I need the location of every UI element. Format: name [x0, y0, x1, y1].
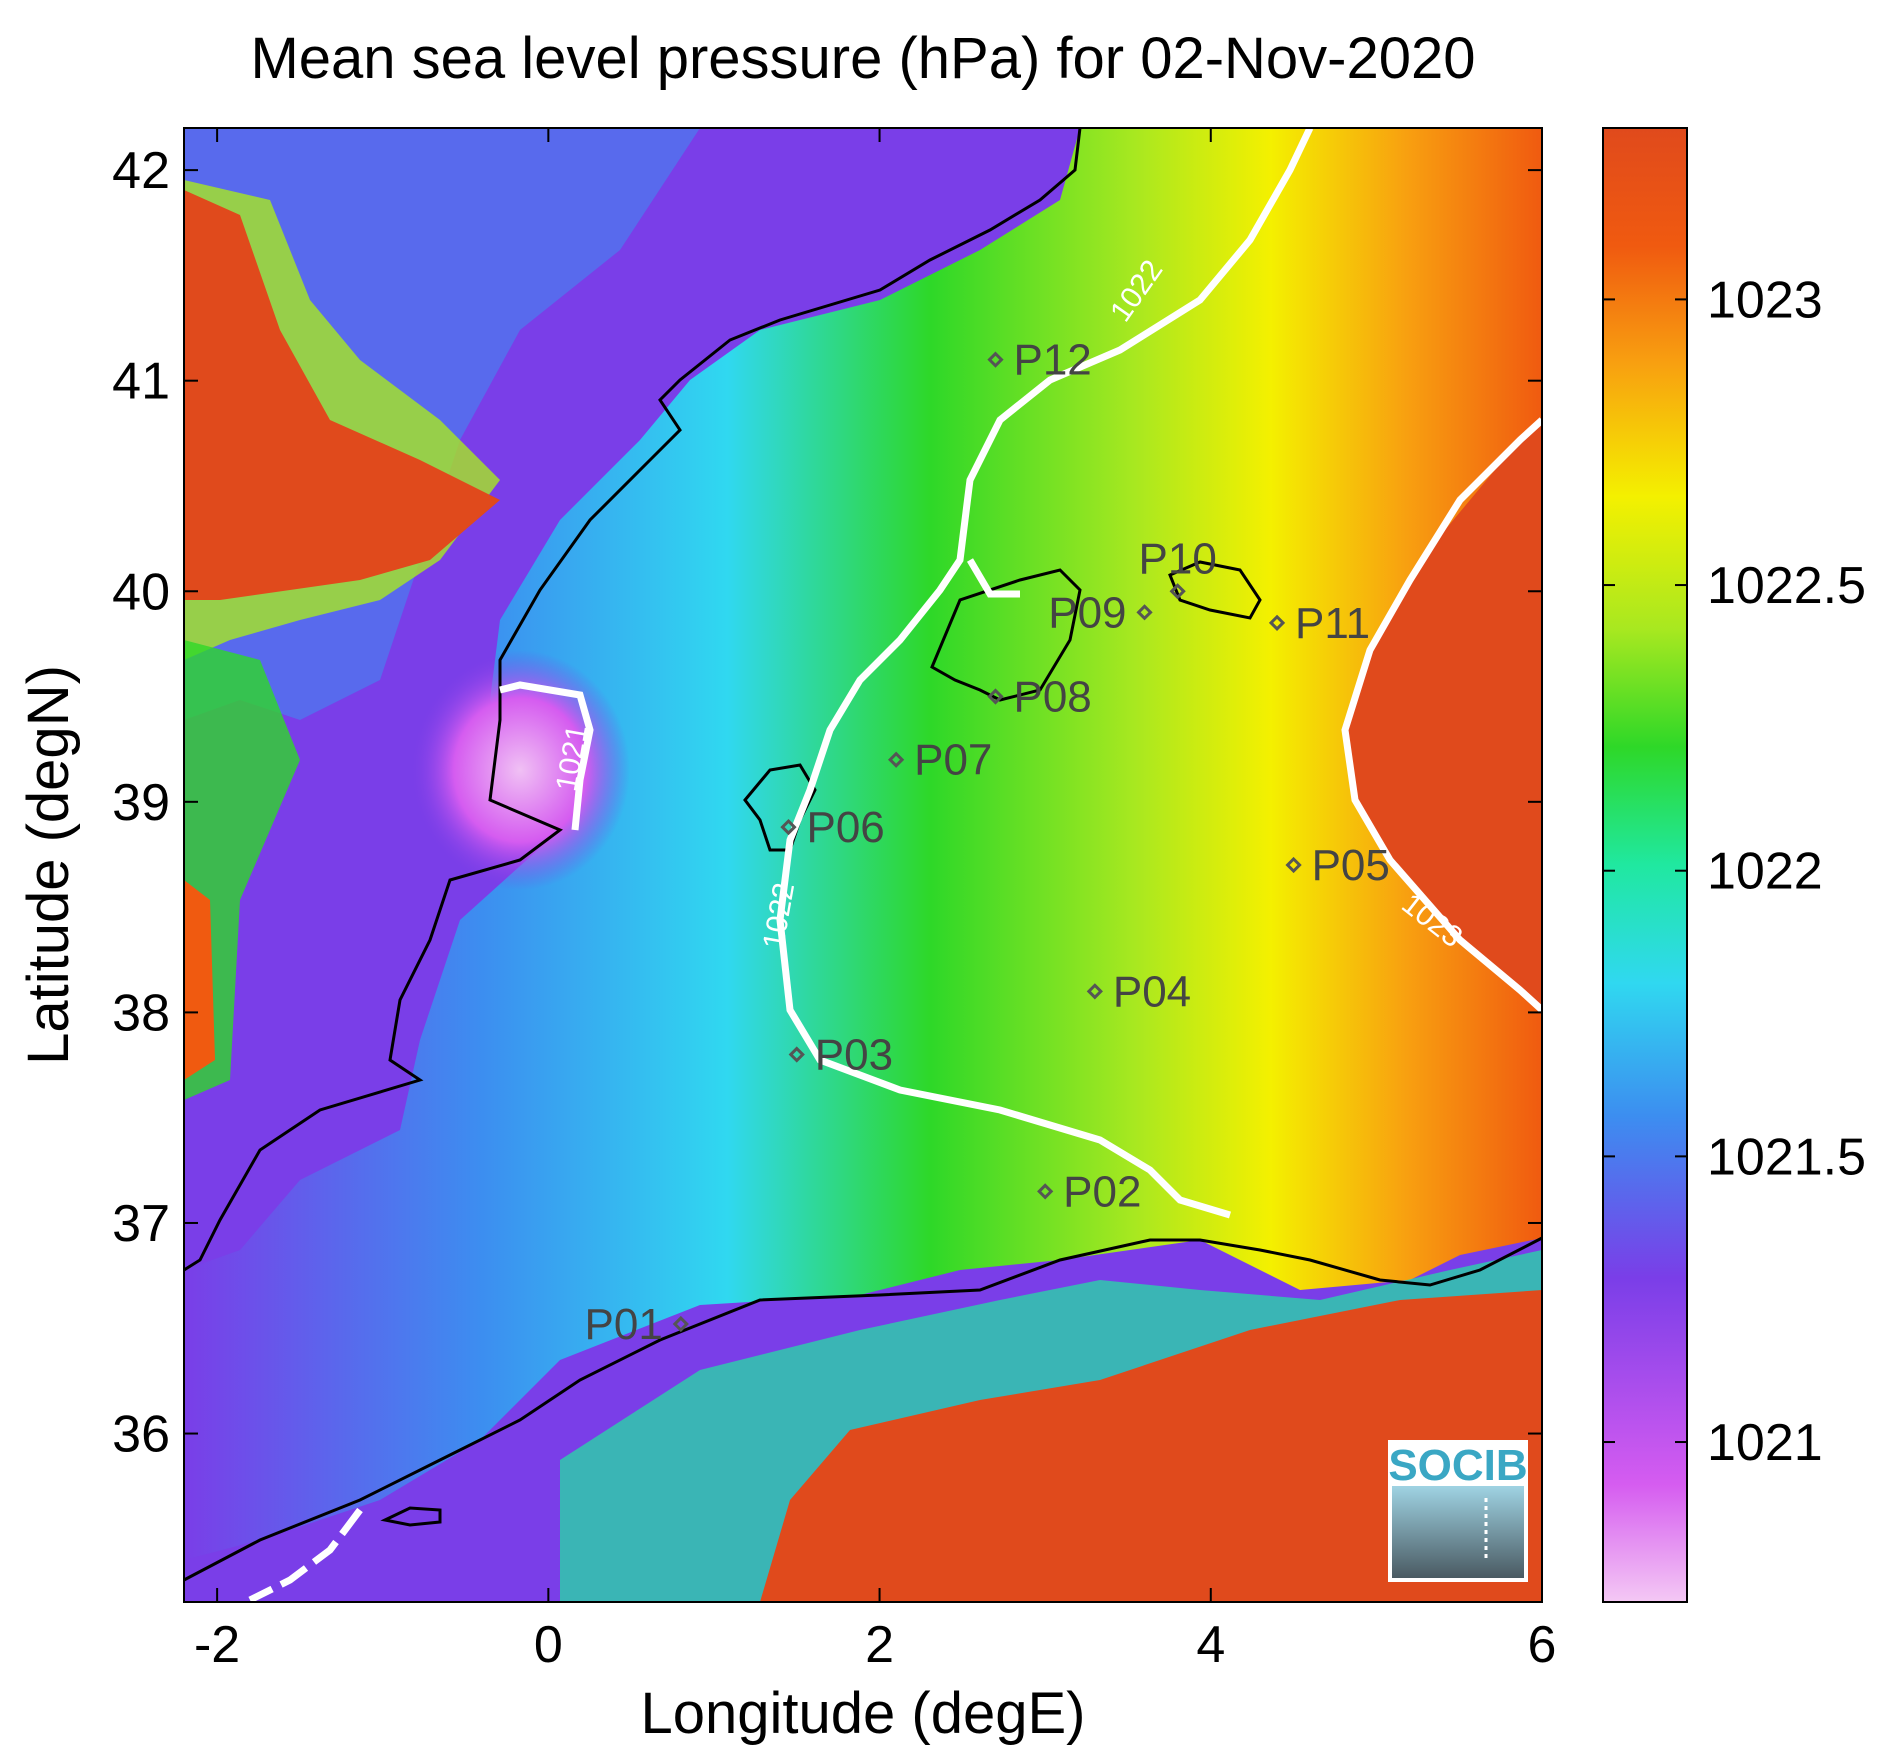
- chart-title: Mean sea level pressure (hPa) for 02-Nov…: [250, 26, 1475, 91]
- iberia-land-south-orange: [184, 880, 215, 1080]
- station-label: P07: [914, 736, 992, 785]
- station-marker-icon: [987, 688, 1004, 705]
- alboran-coastline: [380, 1506, 442, 1527]
- station-marker-icon: [888, 751, 905, 768]
- station-marker-icon: [788, 1046, 805, 1063]
- contour-1021: [499, 681, 594, 831]
- station-p12: P12: [987, 336, 1092, 385]
- socib-logo: SOCIB: [1388, 1440, 1528, 1582]
- plot-frame: [183, 127, 1543, 1603]
- y-tick-label: 37: [112, 1195, 170, 1253]
- station-label: P04: [1113, 967, 1191, 1016]
- north-africa-coastline: [184, 1236, 1542, 1582]
- iberia-land-high: [184, 190, 500, 600]
- station-p04: P04: [1086, 967, 1191, 1016]
- contour-1023: [1341, 417, 1542, 1013]
- station-label: P10: [1139, 534, 1217, 583]
- station-p02: P02: [1037, 1167, 1141, 1216]
- menorca-coastline: [1168, 560, 1262, 620]
- socib-logo-text: SOCIB: [1388, 1441, 1527, 1490]
- y-axis-label: Latitude (degN): [16, 665, 81, 1065]
- y-tick-label: 40: [112, 563, 170, 621]
- station-label: P08: [1013, 673, 1091, 722]
- x-axis-ticks: -2 0 2 4 6: [194, 128, 1556, 1674]
- station-p08: P08: [987, 673, 1092, 722]
- station-marker-icon: [1285, 856, 1302, 874]
- station-marker-icon: [1169, 583, 1186, 600]
- contour-1022-mallorca: [966, 558, 1020, 598]
- station-p09: P09: [1048, 588, 1153, 637]
- mallorca-coastline: [930, 568, 1082, 702]
- station-label: P06: [806, 803, 884, 852]
- station-p05: P05: [1285, 841, 1390, 890]
- station-marker-icon: [672, 1315, 689, 1333]
- y-tick-label: 41: [112, 353, 170, 411]
- colorbar-tick-label: 1023: [1707, 271, 1823, 329]
- colorbar-tick-label: 1021: [1707, 1414, 1823, 1472]
- station-p01: P01: [585, 1300, 689, 1349]
- colorbar-tick-label: 1022.5: [1707, 557, 1866, 615]
- station-p10: P10: [1139, 534, 1217, 600]
- station-label: P09: [1048, 588, 1126, 637]
- y-tick-label: 38: [112, 984, 170, 1042]
- station-p06: P06: [780, 803, 885, 852]
- station-p07: P07: [888, 736, 992, 785]
- x-tick-label: 0: [534, 1616, 563, 1674]
- x-tick-label: 4: [1196, 1616, 1225, 1674]
- y-tick-label: 36: [112, 1406, 170, 1464]
- x-tick-label: -2: [194, 1616, 240, 1674]
- station-marker-icon: [780, 818, 797, 836]
- station-marker-icon: [1268, 614, 1286, 631]
- colorbar-ticks: 1021 1021.5 1022 1022.5 1023: [1603, 271, 1866, 1472]
- colorbar: [1602, 127, 1688, 1603]
- station-label: P12: [1013, 336, 1091, 385]
- colorbar-tick-label: 1022: [1707, 843, 1823, 901]
- station-label: P01: [585, 1300, 663, 1349]
- contour-layer: [248, 128, 1542, 1602]
- station-label: P03: [815, 1031, 893, 1080]
- station-label: P05: [1312, 841, 1390, 890]
- contour-1022-west: [248, 1507, 363, 1602]
- y-axis-ticks: 36 37 38 39 40 41 42: [112, 142, 1542, 1464]
- station-marker-icon: [1037, 1183, 1054, 1200]
- iberia-coastline: [184, 128, 1082, 1272]
- station-label: P11: [1295, 599, 1370, 648]
- station-p11: P11: [1268, 599, 1370, 648]
- station-marker-icon: [1136, 604, 1153, 621]
- iberia-land-south-green: [184, 640, 300, 1100]
- pressure-field: [184, 128, 1542, 1602]
- contour-1022-main: [776, 128, 1314, 1219]
- station-markers: P01 P02 P03 P04 P05 P06 P07 P08 P09 P10 P11 P12: [585, 336, 1390, 1349]
- station-p03: P03: [788, 1031, 893, 1080]
- colorbar-tick-label: 1021.5: [1707, 1128, 1866, 1186]
- station-marker-icon: [987, 351, 1004, 368]
- y-tick-label: 39: [112, 774, 170, 832]
- x-tick-label: 6: [1528, 1616, 1557, 1674]
- x-axis-label: Longitude (degE): [641, 1681, 1086, 1746]
- north-africa-land-high: [760, 1290, 1542, 1602]
- x-tick-label: 2: [865, 1616, 894, 1674]
- station-marker-icon: [1086, 983, 1103, 1000]
- station-label: P02: [1063, 1167, 1141, 1216]
- y-tick-label: 42: [112, 142, 170, 200]
